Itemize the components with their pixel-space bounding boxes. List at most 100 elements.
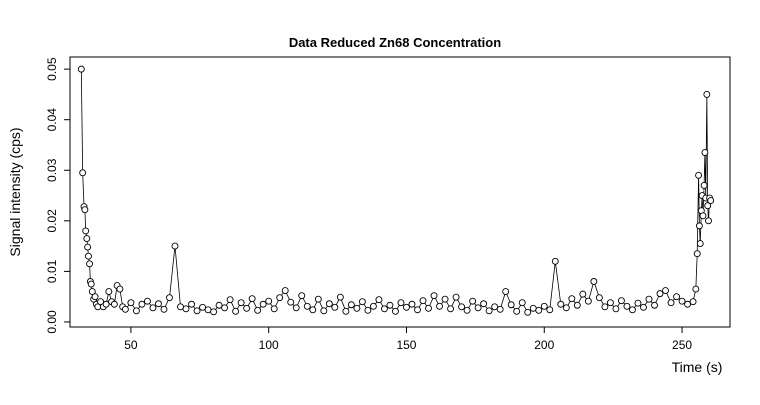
data-point [86,260,94,268]
data-point [87,280,95,288]
data-point [171,242,179,250]
data-point [309,306,317,314]
data-point [696,240,704,248]
data-point [232,307,240,315]
data-point [458,303,466,311]
data-point [403,303,410,311]
data-point [524,308,532,316]
data-point [617,297,625,305]
data-point [320,307,328,315]
data-point [695,222,703,230]
data-point [392,307,399,315]
data-point [138,300,146,308]
x-axis-label: Time (s) [672,359,723,375]
x-tick-label: 50 [124,338,138,352]
x-tick-label: 100 [259,338,279,352]
data-point [342,307,350,315]
data-point [414,306,421,314]
data-point [684,300,692,308]
data-point [79,169,87,177]
data-point [303,302,311,310]
chart-title: Data Reduced Zn68 Concentration [289,35,501,50]
data-point [265,297,273,305]
data-point [375,296,383,304]
data-point [590,278,598,285]
data-point [693,250,701,258]
data-point [640,303,647,311]
data-point [226,296,234,304]
data-point [336,293,344,301]
y-tick-label: 0.04 [45,108,59,132]
data-point [568,295,576,303]
data-point [281,287,289,295]
data-point [707,197,715,205]
data-point [380,305,388,313]
data-point [634,299,642,307]
data-point [276,294,284,302]
data-point [160,305,168,313]
data-point [85,252,92,260]
data-point [102,300,110,308]
data-point [353,304,361,312]
data-point [469,297,477,305]
data-point [540,302,548,310]
data-point [331,303,339,311]
data-point [347,301,355,309]
data-point [314,295,322,303]
data-point [692,285,700,293]
data-point [143,297,151,305]
x-tick-label: 200 [534,338,554,352]
data-point [480,300,488,308]
y-tick-label: 0.03 [45,158,59,182]
data-point [248,295,256,303]
data-point [584,297,592,305]
data-point [221,304,229,312]
data-point [551,257,559,265]
y-axis-label: Signal intensity (cps) [7,127,23,256]
data-point [430,292,438,300]
data-point [695,171,703,179]
data-point [287,298,295,306]
data-point [601,303,609,311]
data-point [491,303,499,311]
x-tick-label: 150 [396,338,416,352]
data-point [254,306,262,314]
data-point [182,305,190,313]
data-point [606,299,614,307]
data-point [83,235,91,242]
data-point [243,304,251,312]
data-point [166,294,173,302]
data-point [210,308,218,316]
data-point [105,288,113,296]
data-point [215,301,223,309]
data-point [502,288,510,296]
y-tick-label: 0.02 [45,209,59,233]
data-point [700,181,708,189]
data-point [441,295,449,303]
data-point [298,292,306,300]
data-point [436,302,443,310]
data-point [595,294,603,302]
x-tick-label: 250 [672,338,692,352]
data-point [237,299,245,307]
data-point [110,300,118,308]
data-point [562,304,570,312]
data-point [518,299,526,307]
data-point [270,305,278,313]
data-point [155,300,162,308]
data-point [193,307,201,315]
data-point [325,300,333,308]
data-point [127,299,135,307]
data-point [573,301,581,309]
data-point [425,304,432,312]
data-point [705,217,712,225]
data-point [386,301,394,309]
data-point [704,202,712,210]
data-point [623,302,631,310]
data-point [699,212,707,220]
data-point [507,301,515,309]
data-point [701,149,709,157]
data-point [689,298,697,306]
